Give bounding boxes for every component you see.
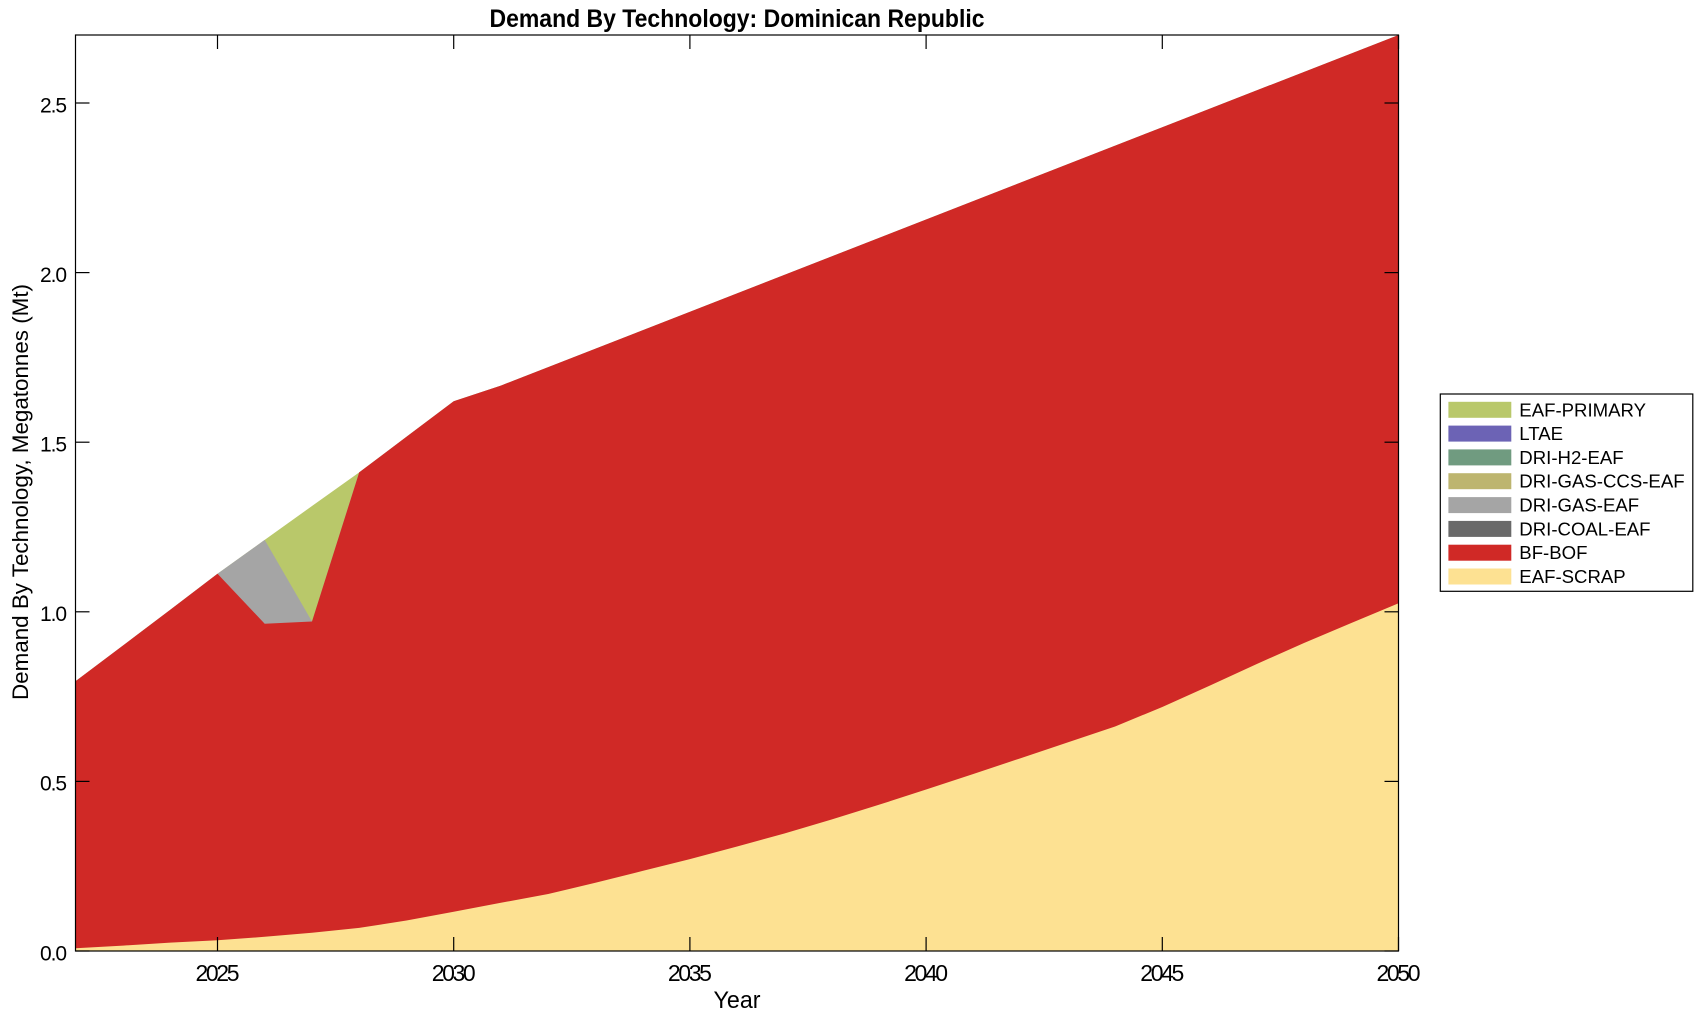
svg-text:Demand By Technology, Megatonn: Demand By Technology, Megatonnes (Mt) <box>8 284 33 700</box>
svg-text:DRI-COAL-EAF: DRI-COAL-EAF <box>1519 518 1650 539</box>
svg-text:DRI-GAS-CCS-EAF: DRI-GAS-CCS-EAF <box>1519 471 1684 492</box>
svg-text:2035: 2035 <box>668 960 712 986</box>
svg-text:EAF-SCRAP: EAF-SCRAP <box>1519 566 1625 587</box>
svg-text:2050: 2050 <box>1377 960 1421 986</box>
svg-text:2.0: 2.0 <box>40 264 67 287</box>
svg-text:2040: 2040 <box>904 960 948 986</box>
svg-text:1.5: 1.5 <box>40 434 67 457</box>
svg-text:DRI-H2-EAF: DRI-H2-EAF <box>1519 447 1623 468</box>
svg-text:BF-BOF: BF-BOF <box>1519 542 1587 563</box>
svg-text:LTAE: LTAE <box>1519 423 1563 444</box>
svg-text:2045: 2045 <box>1140 960 1184 986</box>
svg-text:EAF-PRIMARY: EAF-PRIMARY <box>1519 399 1646 420</box>
svg-text:0.0: 0.0 <box>40 942 67 965</box>
svg-text:DRI-GAS-EAF: DRI-GAS-EAF <box>1519 495 1639 516</box>
svg-text:Year: Year <box>714 987 761 1014</box>
svg-text:0.5: 0.5 <box>40 773 67 796</box>
svg-text:2025: 2025 <box>196 960 240 986</box>
svg-text:1.0: 1.0 <box>40 603 67 626</box>
svg-text:2.5: 2.5 <box>40 94 67 117</box>
svg-text:Demand By Technology: Dominica: Demand By Technology: Dominican Republic <box>490 5 985 33</box>
svg-text:2030: 2030 <box>432 960 476 986</box>
